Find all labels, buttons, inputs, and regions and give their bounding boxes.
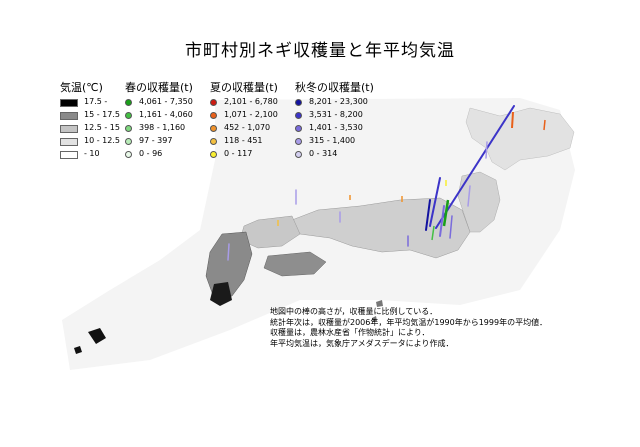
dot — [210, 112, 217, 119]
legend-label: 3,531 - 8,200 — [309, 110, 363, 120]
legend-label: 17.5 - — [84, 97, 108, 107]
autumn-winter-harvest-bars — [227, 105, 515, 261]
legend-item: 12.5 - 15 — [60, 122, 120, 135]
dot — [295, 125, 302, 132]
swatch — [60, 137, 78, 146]
legend-item: 0 - 314 — [295, 148, 374, 161]
legend-label: 398 - 1,160 — [139, 123, 186, 133]
kyushu-region — [205, 231, 253, 299]
legend-item: 1,401 - 3,530 — [295, 122, 374, 135]
legend-summer: 夏の収穫量(t) 2,101 - 6,780 1,071 - 2,100 452… — [210, 80, 278, 161]
legend-item: 315 - 1,400 — [295, 135, 374, 148]
legend-label: 1,161 - 4,060 — [139, 110, 193, 120]
legend-autumn-winter: 秋冬の収穫量(t) 8,201 - 23,300 3,531 - 8,200 1… — [295, 80, 374, 161]
legend-label: 1,401 - 3,530 — [309, 123, 363, 133]
tohoku-region — [457, 171, 501, 233]
chugoku-region — [239, 215, 301, 249]
legend-label: 452 - 1,070 — [224, 123, 271, 133]
map-notes: 地図中の棒の高さが，収穫量に比例している． 統計年次は，収穫量が2006年，年平… — [270, 307, 547, 349]
legend-label: 2,101 - 6,780 — [224, 97, 278, 107]
legend-heading: 気温(℃) — [60, 81, 103, 94]
legend-heading: 秋冬の収穫量(t) — [295, 81, 374, 94]
legend-item: 2,101 - 6,780 — [210, 96, 278, 109]
dot — [295, 138, 302, 145]
legend-label: 10 - 12.5 — [84, 136, 120, 146]
legend-label: 0 - 314 — [309, 149, 338, 159]
note-line: 収穫量は，農林水産省「作物統計」により． — [270, 328, 430, 337]
hokkaido-region — [465, 107, 575, 171]
legend-label: 4,061 - 7,350 — [139, 97, 193, 107]
legend-heading: 夏の収穫量(t) — [210, 81, 278, 94]
harvest-bar — [425, 199, 431, 231]
legend-item: 8,201 - 23,300 — [295, 96, 374, 109]
harvest-bar — [435, 105, 515, 229]
swatch — [60, 150, 78, 159]
legend-item: 1,071 - 2,100 — [210, 109, 278, 122]
harvest-bar — [511, 111, 514, 129]
note-line: 地図中の棒の高さが，収穫量に比例している． — [270, 307, 438, 316]
legend-label: 1,071 - 2,100 — [224, 110, 278, 120]
legend-label: 8,201 - 23,300 — [309, 97, 368, 107]
dot — [295, 112, 302, 119]
legend-label: 12.5 - 15 — [84, 123, 120, 133]
okinawa-islands — [74, 328, 106, 354]
legend-spring: 春の収穫量(t) 4,061 - 7,350 1,161 - 4,060 398… — [125, 80, 193, 161]
spring-harvest-bars — [431, 199, 450, 241]
warm-coast-region — [210, 282, 232, 306]
legend-item: 3,531 - 8,200 — [295, 109, 374, 122]
legend-item: 15 - 17.5 — [60, 109, 120, 122]
harvest-bar — [429, 177, 441, 227]
swatch — [60, 111, 78, 120]
legend-item: 17.5 - — [60, 96, 120, 109]
page-title: 市町村別ネギ収穫量と年平均気温 — [185, 41, 455, 61]
legend-temperature: 気温(℃) 17.5 - 15 - 17.5 12.5 - 15 10 - 12… — [60, 80, 120, 161]
legend-label: 0 - 117 — [224, 149, 253, 159]
legend-item: 4,061 - 7,350 — [125, 96, 193, 109]
dot — [125, 151, 132, 158]
dot — [295, 99, 302, 106]
legend-item: 398 - 1,160 — [125, 122, 193, 135]
legend-item: 10 - 12.5 — [60, 135, 120, 148]
dot — [210, 151, 217, 158]
legend-heading: 春の収穫量(t) — [125, 81, 193, 94]
legend-label: 97 - 397 — [139, 136, 173, 146]
harvest-bar — [442, 199, 450, 227]
summer-harvest-bars — [277, 111, 546, 226]
legend-item: - 10 — [60, 148, 120, 161]
dot — [125, 138, 132, 145]
dot — [125, 125, 132, 132]
shikoku-region — [263, 251, 327, 277]
legend-item: 118 - 451 — [210, 135, 278, 148]
note-line: 年平均気温は，気象庁アメダスデータにより作成． — [270, 338, 454, 348]
dot — [295, 151, 302, 158]
harvest-bar — [227, 243, 230, 261]
legend-item: 0 - 117 — [210, 148, 278, 161]
swatch — [60, 124, 78, 133]
legend-item: 1,161 - 4,060 — [125, 109, 193, 122]
dot — [125, 112, 132, 119]
harvest-bar — [431, 225, 435, 241]
legend-label: 15 - 17.5 — [84, 110, 120, 120]
dot — [210, 138, 217, 145]
outer-islands — [372, 300, 383, 322]
legend-label: 118 - 451 — [224, 136, 263, 146]
legend-label: 0 - 96 — [139, 149, 163, 159]
harvest-bar — [485, 141, 488, 159]
swatch — [60, 98, 78, 107]
note-line: 統計年次は，収穫量が2006年，年平均気温が1990年から1999年の平均値． — [270, 317, 548, 327]
dot — [210, 99, 217, 106]
dot — [125, 99, 132, 106]
legend-item: 0 - 96 — [125, 148, 193, 161]
legend-label: 315 - 1,400 — [309, 136, 356, 146]
dot — [210, 125, 217, 132]
legend-item: 97 - 397 — [125, 135, 193, 148]
legend-label: - 10 — [84, 149, 100, 159]
legend-item: 452 - 1,070 — [210, 122, 278, 135]
harvest-bar — [449, 215, 453, 239]
harvest-bar — [467, 185, 471, 207]
harvest-bar — [439, 205, 445, 237]
harvest-bar — [543, 119, 546, 131]
